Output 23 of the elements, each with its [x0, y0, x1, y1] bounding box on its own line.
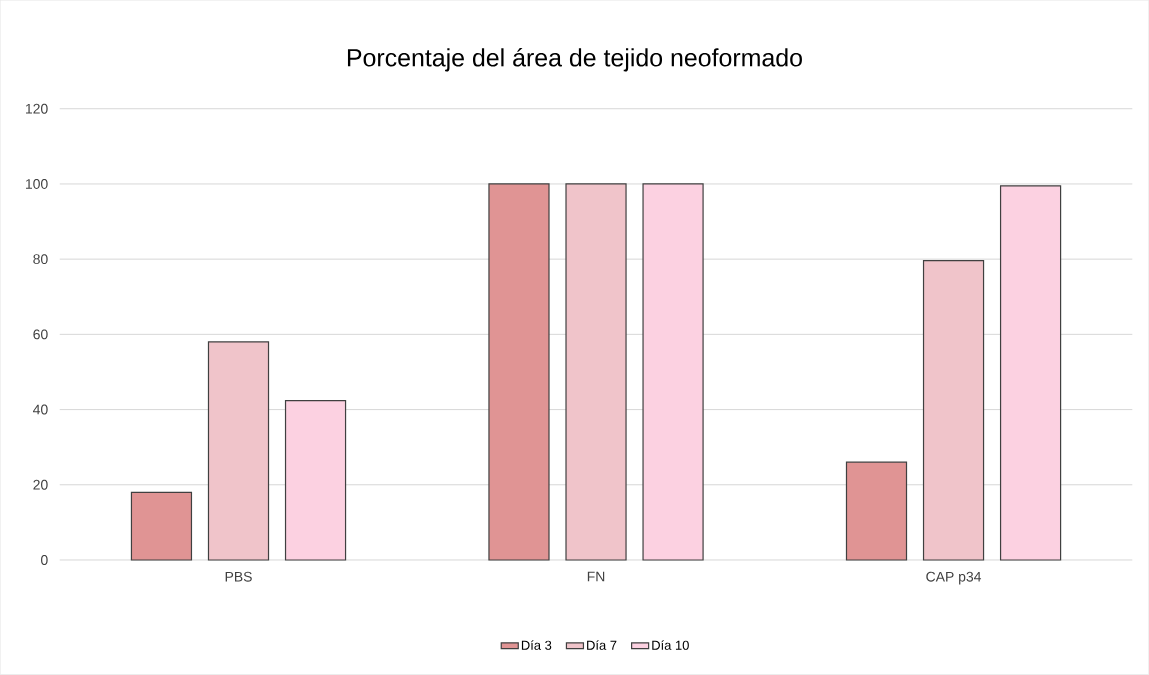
bar: [284, 400, 347, 561]
y-tick-label: 40: [33, 404, 48, 415]
bar: [999, 185, 1062, 561]
bar: [845, 461, 908, 561]
legend-label: Día 7: [587, 640, 617, 650]
legend-label: Día 3: [521, 640, 552, 650]
x-tick-label: FN: [587, 571, 605, 582]
chart-title: Porcentaje del área de tejido neoformado: [347, 48, 802, 72]
x-tick-label: CAP p34: [926, 571, 982, 585]
y-tick-label: 120: [26, 103, 48, 114]
bar: [130, 491, 193, 561]
bar: [922, 260, 985, 561]
legend-label: Día 10: [652, 640, 689, 650]
y-tick-label: 80: [33, 254, 48, 265]
bar: [642, 183, 704, 561]
bar: [207, 341, 270, 561]
y-tick-label: 60: [33, 329, 48, 340]
y-tick-label: 20: [33, 479, 48, 490]
bar: [565, 183, 627, 561]
y-tick-label: 0: [41, 555, 48, 566]
x-tick-label: PBS: [225, 571, 252, 582]
y-tick-label: 100: [26, 179, 48, 190]
bar: [488, 183, 550, 561]
